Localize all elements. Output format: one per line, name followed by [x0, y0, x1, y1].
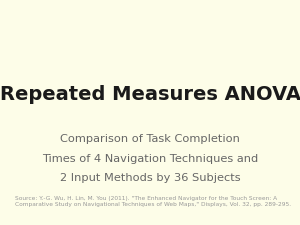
Text: Comparison of Task Completion: Comparison of Task Completion: [60, 135, 240, 144]
Text: Source: Y.-G. Wu, H. Lin, M. You (2011). "The Enhanced Navigator for the Touch S: Source: Y.-G. Wu, H. Lin, M. You (2011).…: [15, 196, 291, 207]
Text: Times of 4 Navigation Techniques and: Times of 4 Navigation Techniques and: [42, 154, 258, 164]
Text: Repeated Measures ANOVA: Repeated Measures ANOVA: [0, 85, 300, 104]
Text: 2 Input Methods by 36 Subjects: 2 Input Methods by 36 Subjects: [60, 173, 240, 183]
